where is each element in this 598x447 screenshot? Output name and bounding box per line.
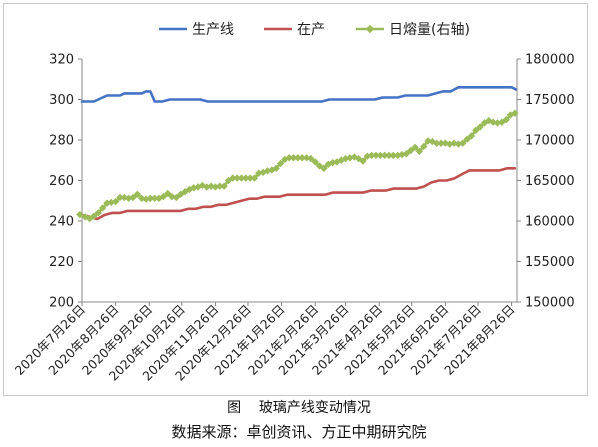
source-note: 数据来源：卓创资讯、方正中期研究院 <box>171 423 427 441</box>
data-point <box>411 143 419 151</box>
data-point <box>294 154 302 162</box>
legend-label: 日熔量(右轴) <box>389 22 470 38</box>
series-line <box>80 167 517 221</box>
y-left-tick-label: 280 <box>49 134 74 149</box>
y-left-tick-label: 240 <box>49 215 74 230</box>
legend-label: 在产 <box>297 22 325 38</box>
data-point <box>502 116 510 124</box>
data-point <box>376 151 384 160</box>
y-right-tick-label: 175000 <box>525 93 575 108</box>
y-right-tick-label: 150000 <box>525 296 575 311</box>
legend-label: 生产线 <box>192 22 234 38</box>
series-line <box>78 112 517 220</box>
data-point <box>172 193 181 202</box>
data-point <box>276 159 285 168</box>
data-point <box>463 135 471 143</box>
data-point <box>285 154 293 162</box>
caption-title: 玻璃产线变动情况 <box>258 400 371 416</box>
data-point <box>320 164 328 173</box>
data-point <box>476 123 484 131</box>
data-point <box>94 209 102 217</box>
y-right-tick-label: 165000 <box>525 174 575 189</box>
data-point <box>242 174 250 182</box>
data-point <box>133 190 142 198</box>
y-right-tick-label: 160000 <box>525 215 575 230</box>
y-left-tick-label: 220 <box>49 255 74 270</box>
figure-caption: 图 玻璃产线变动情况 <box>0 397 598 417</box>
y-left-tick-label: 320 <box>49 53 74 68</box>
data-point <box>164 189 172 198</box>
y-left-tick-label: 200 <box>49 296 74 311</box>
data-point <box>250 174 259 182</box>
data-point <box>90 212 98 220</box>
data-point <box>472 126 480 134</box>
chart-frame: 200 220 240 260 280 300 320 150000 155000 160000 1… <box>3 3 588 396</box>
legend: 生产线 在产 日熔量(右轴) <box>159 22 470 38</box>
data-point <box>459 139 467 147</box>
legend-marker <box>365 24 375 34</box>
data-point <box>116 193 124 202</box>
data-point <box>216 182 224 190</box>
series-line <box>80 86 518 103</box>
y-right-tick-label: 170000 <box>525 134 575 149</box>
axes <box>78 58 521 306</box>
line-chart: 200 220 240 260 280 300 320 150000 155000 160000 1… <box>12 22 575 384</box>
series-markers <box>76 109 519 223</box>
data-point <box>307 154 315 163</box>
data-point <box>367 151 376 160</box>
data-point <box>372 151 380 160</box>
data-point <box>150 194 159 202</box>
y-left-tick-label: 260 <box>49 174 74 189</box>
y-right-tick-label: 180000 <box>525 53 575 68</box>
y-left-tick-label: 300 <box>49 93 74 108</box>
y-right-tick-label: 155000 <box>525 255 575 270</box>
data-point <box>511 109 519 117</box>
caption-number: 图 <box>227 400 242 416</box>
